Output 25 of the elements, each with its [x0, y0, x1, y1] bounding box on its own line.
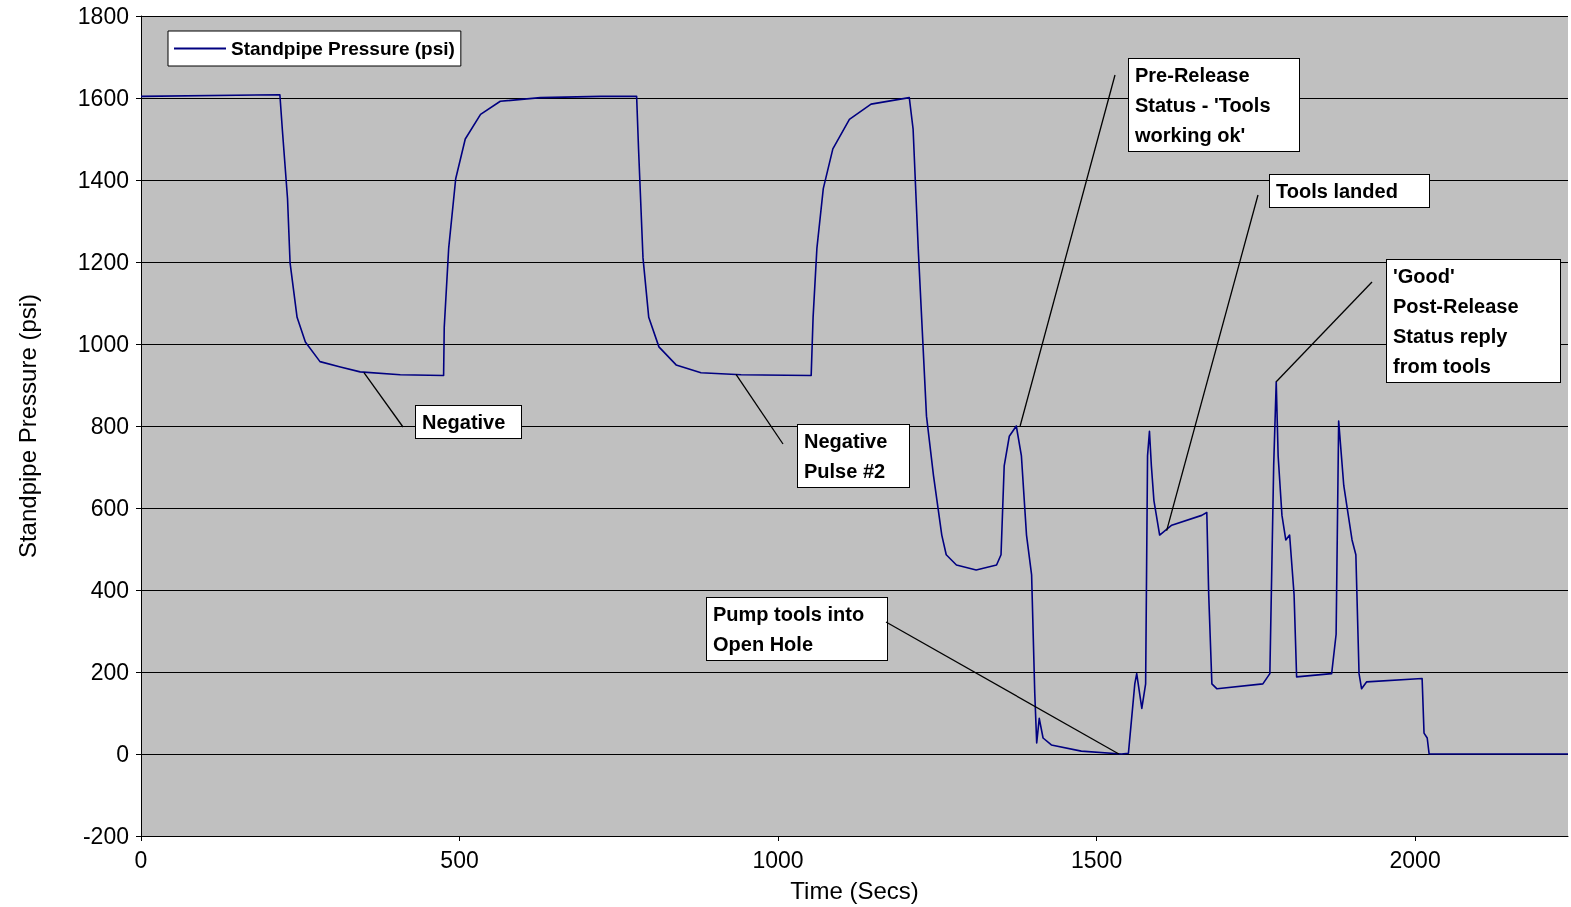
x-axis-title: Time (Secs)	[790, 876, 919, 904]
y-tick-label: 200	[90, 659, 129, 685]
annotation: Pre-Release Status - 'Tools working ok'	[1134, 64, 1277, 146]
y-tick-label: -200	[82, 823, 129, 849]
y-tick-label: 0	[116, 741, 129, 767]
x-tick-label: 1000	[752, 846, 804, 873]
y-tick-label: 1200	[77, 249, 129, 275]
y-tick-label: 1800	[77, 3, 129, 29]
x-tick-label: 2000	[1389, 846, 1441, 873]
legend-label: Standpipe Pressure (psi)	[231, 38, 455, 59]
y-tick-label: 400	[90, 577, 129, 603]
x-tick-label: 500	[440, 846, 479, 873]
x-tick-label: 0	[134, 846, 148, 873]
annotation: Tools landed	[1276, 180, 1398, 202]
annotation: Negative	[422, 411, 506, 433]
y-tick-label: 600	[90, 495, 129, 521]
y-axis-title: Standpipe Pressure (psi)	[13, 293, 41, 559]
annotation: Pump tools into Open Hole	[713, 603, 870, 655]
y-tick-label: 1000	[77, 331, 129, 357]
y-tick-label: 1400	[77, 167, 129, 193]
x-tick-label: 1500	[1070, 846, 1123, 873]
annotation: Negative Pulse #2	[804, 430, 893, 482]
annotation: 'Good' Post-Release Status reply from tools	[1393, 265, 1525, 377]
y-tick-label: 800	[90, 413, 129, 439]
y-tick-label: 1600	[77, 85, 129, 111]
